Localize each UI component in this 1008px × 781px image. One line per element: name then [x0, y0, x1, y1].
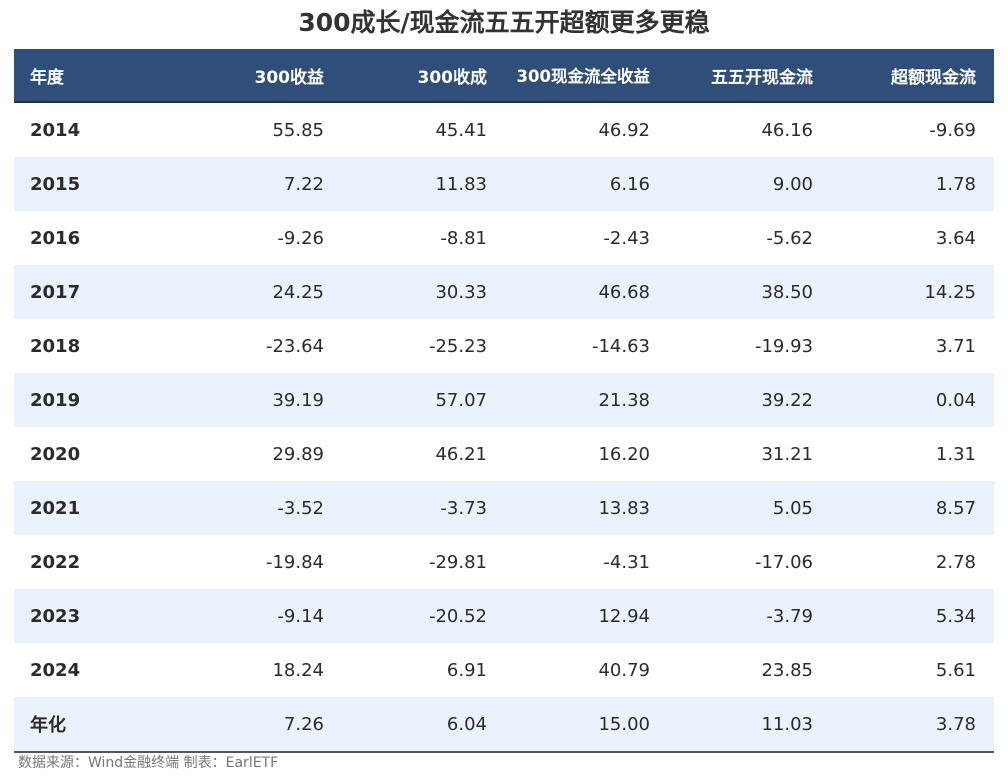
row-label: 2015 [30, 173, 81, 195]
table-row: 2016 -9.26 -8.81 -2.43 -5.62 3.64 [14, 211, 994, 265]
row-label: 2020 [30, 443, 81, 465]
table-cell: 18.24 [272, 659, 324, 681]
table-cell: -19.93 [754, 335, 813, 357]
table-cell: 46.21 [435, 443, 487, 465]
table-cell: 30.33 [435, 281, 487, 303]
table-cell: -3.52 [277, 497, 324, 519]
table-cell: -20.52 [428, 605, 487, 627]
table-cell: 40.79 [598, 659, 650, 681]
table-cell: -23.64 [265, 335, 324, 357]
table-cell: 8.57 [935, 497, 976, 519]
column-header: 五五开现金流 [711, 67, 813, 88]
table-row: 2020 29.89 46.21 16.20 31.21 1.31 [14, 427, 994, 481]
table-cell: -9.26 [277, 227, 324, 249]
table-row: 2021 -3.52 -3.73 13.83 5.05 8.57 [14, 481, 994, 535]
table-cell: -8.81 [440, 227, 487, 249]
table-cell: -9.14 [277, 605, 324, 627]
table-cell: 6.16 [609, 173, 650, 195]
table-row: 2022 -19.84 -29.81 -4.31 -17.06 2.78 [14, 535, 994, 589]
table-cell: -2.43 [603, 227, 650, 249]
table-cell: 5.61 [935, 659, 976, 681]
row-label: 2023 [30, 605, 81, 627]
table-cell: 3.71 [935, 335, 976, 357]
table-cell: 57.07 [435, 389, 487, 411]
table-row: 2017 24.25 30.33 46.68 38.50 14.25 [14, 265, 994, 319]
table-cell: -17.06 [754, 551, 813, 573]
table-cell: 3.78 [935, 713, 976, 735]
table-cell: 11.83 [435, 173, 487, 195]
table-cell: -29.81 [428, 551, 487, 573]
table-cell: -3.79 [766, 605, 813, 627]
table-cell: -14.63 [591, 335, 650, 357]
table-cell: 9.00 [772, 173, 813, 195]
table-header: 年度 300收益 300收成 300现金流全收益 五五开现金流 超额现金流 [14, 49, 994, 103]
table-row: 2015 7.22 11.83 6.16 9.00 1.78 [14, 157, 994, 211]
table-cell: -3.73 [440, 497, 487, 519]
table-cell: 15.00 [598, 713, 650, 735]
table-cell: 16.20 [598, 443, 650, 465]
table-cell: 11.03 [761, 713, 813, 735]
column-header: 300收成 [417, 67, 488, 88]
column-header: 超额现金流 [891, 67, 976, 88]
table-cell: 7.26 [283, 713, 324, 735]
data-table: 年度 300收益 300收成 300现金流全收益 五五开现金流 超额现金流 2014 55.… [14, 49, 994, 753]
table-cell: 13.83 [598, 497, 650, 519]
table-cell: 5.34 [935, 605, 976, 627]
table-cell: 31.21 [761, 443, 813, 465]
row-label: 2016 [30, 227, 81, 249]
table-cell: -4.31 [603, 551, 650, 573]
table-cell: -25.23 [428, 335, 487, 357]
table-cell: 24.25 [272, 281, 324, 303]
table-cell: 1.31 [935, 443, 976, 465]
table-cell: 12.94 [598, 605, 650, 627]
row-label: 年化 [30, 715, 66, 736]
row-label: 2017 [30, 281, 81, 303]
column-header: 年度 [30, 67, 64, 88]
table-row: 年化 7.26 6.04 15.00 11.03 3.78 [14, 697, 994, 751]
table-row: 2023 -9.14 -20.52 12.94 -3.79 5.34 [14, 589, 994, 643]
table-cell: 29.89 [272, 443, 324, 465]
table-cell: 3.64 [935, 227, 976, 249]
table-cell: 21.38 [598, 389, 650, 411]
table-cell: 38.50 [761, 281, 813, 303]
row-label: 2018 [30, 335, 81, 357]
row-label: 2024 [30, 659, 81, 681]
column-header: 300现金流全收益 [516, 67, 650, 86]
table-row: 2018 -23.64 -25.23 -14.63 -19.93 3.71 [14, 319, 994, 373]
table-cell: -19.84 [265, 551, 324, 573]
table-cell: 46.92 [598, 119, 650, 141]
table-cell: 6.04 [446, 713, 487, 735]
table-cell: 46.16 [761, 119, 813, 141]
row-label: 2019 [30, 389, 81, 411]
table-cell: 23.85 [761, 659, 813, 681]
table-body: 2014 55.85 45.41 46.92 46.16 -9.69 2015 7.22 11.… [14, 103, 994, 751]
table-cell: 14.25 [924, 281, 976, 303]
table-cell: 46.68 [598, 281, 650, 303]
table-cell: 39.22 [761, 389, 813, 411]
table-row: 2024 18.24 6.91 40.79 23.85 5.61 [14, 643, 994, 697]
table-cell: 5.05 [772, 497, 813, 519]
table-cell: 55.85 [272, 119, 324, 141]
source-note: 数据来源：Wind金融终端 制表：EarlETF [18, 755, 279, 771]
row-label: 2021 [30, 497, 81, 519]
table-cell: 1.78 [935, 173, 976, 195]
table-cell: 2.78 [935, 551, 976, 573]
row-label: 2014 [30, 119, 81, 141]
column-header: 300收益 [254, 67, 325, 88]
table-cell: 0.04 [935, 389, 976, 411]
table-cell: -9.69 [929, 119, 976, 141]
table-cell: 6.91 [446, 659, 487, 681]
table-cell: 7.22 [283, 173, 324, 195]
table-cell: -5.62 [766, 227, 813, 249]
table-cell: 39.19 [272, 389, 324, 411]
table-cell: 45.41 [435, 119, 487, 141]
row-label: 2022 [30, 551, 81, 573]
chart-title: 300成长/现金流五五开超额更多更稳 [298, 8, 710, 37]
table-row: 2014 55.85 45.41 46.92 46.16 -9.69 [14, 103, 994, 157]
table-row: 2019 39.19 57.07 21.38 39.22 0.04 [14, 373, 994, 427]
